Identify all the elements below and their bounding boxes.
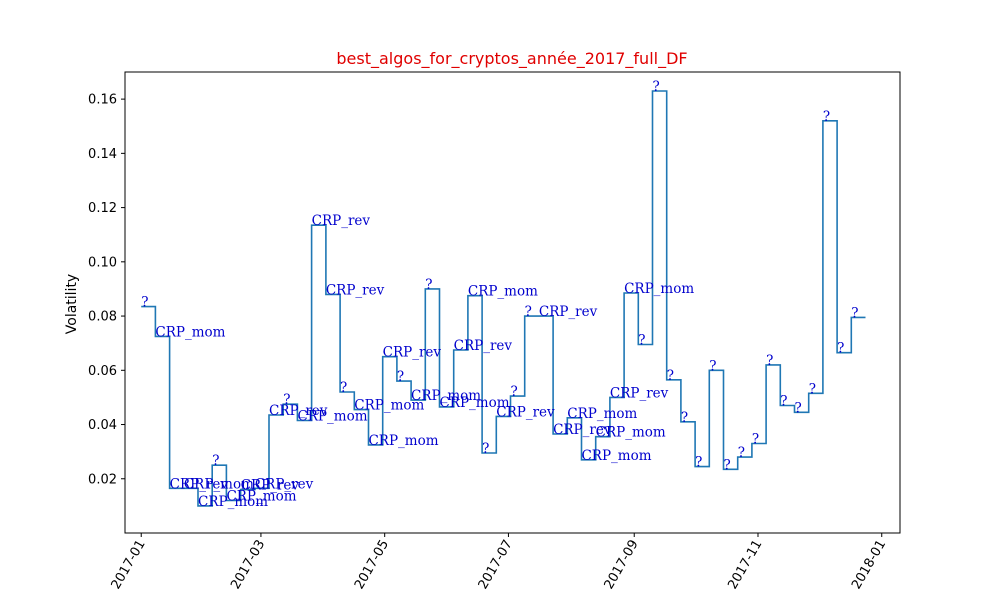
point-annotation: CRP_rev [496,404,555,420]
point-annotation: ? [397,369,404,385]
point-annotation: ? [752,432,759,448]
y-axis-label: Volatility [64,274,80,334]
y-tick-label: 0.04 [88,418,117,433]
point-annotation: ? [709,358,716,374]
point-annotation: CRP_rev [454,338,513,354]
y-tick-label: 0.12 [88,201,117,216]
point-annotation: ? [638,333,645,349]
point-annotation: CRP_mom [624,281,694,297]
point-annotation: CRP_mom [155,324,225,340]
chart-title: best_algos_for_cryptos_année_2017_full_D… [336,49,687,69]
point-annotation: CRP_mom [198,494,268,510]
series-line-group [141,90,866,507]
point-annotation: CRP_mom [184,476,254,492]
point-annotation: CRP_rev [539,304,598,320]
point-annotation: CRP_rev [312,213,371,229]
point-annotation: ? [809,381,816,397]
point-annotation: ? [482,441,489,457]
point-annotation: CRP_mom [439,395,509,411]
point-annotation: ? [425,277,432,293]
point-annotation: ? [652,79,659,95]
point-annotation: CRP_mom [297,408,367,424]
point-annotation: CRP_mom [567,406,637,422]
point-annotation: ? [695,455,702,471]
point-annotation: ? [823,109,830,125]
point-annotation: CRP_mom [411,388,481,404]
y-tick-label: 0.16 [88,93,117,108]
point-annotation: ? [510,384,517,400]
point-annotation: CRP_rev [170,476,229,492]
point-annotation: ? [212,453,219,469]
point-annotation: ? [525,304,532,320]
point-annotation: CRP_rev [241,478,300,494]
point-annotation: ? [851,305,858,321]
point-annotation: ? [795,400,802,416]
point-annotation: ? [780,394,787,410]
point-annotation: ? [283,392,290,408]
point-annotation: ? [681,410,688,426]
point-annotation: CRP_mom [581,448,651,464]
y-tick-label: 0.06 [88,364,117,379]
point-annotation: ? [837,341,844,357]
point-annotation: CRP_mom [596,425,666,441]
y-axis: 0.02 0.04 0.06 0.08 0.10 0.12 0.14 0.16 [88,93,125,487]
volatility-step-line [141,90,866,507]
y-tick-label: 0.08 [88,310,117,325]
point-annotation: CRP_mom [468,284,538,300]
point-annotation: CRP_rev [255,476,314,492]
point-annotation: CRP_rev [269,403,328,419]
point-annotation: CRP_mom [226,488,296,504]
y-tick-label: 0.02 [88,472,117,487]
plot-frame [124,71,901,534]
point-annotation: ? [723,457,730,473]
point-annotation: ? [340,380,347,396]
point-annotation: ? [141,295,148,311]
annotation-group: ?CRP_momCRP_revCRP_momCRP_mom?CRP_momCRP… [141,79,858,510]
y-tick-label: 0.14 [88,147,117,162]
point-annotation: ? [766,353,773,369]
point-annotation: ? [738,445,745,461]
point-annotation: CRP_rev [553,422,612,438]
point-annotation: ? [667,368,674,384]
point-annotation: CRP_mom [354,398,424,414]
point-annotation: CRP_rev [383,345,442,361]
point-annotation: CRP_rev [610,385,669,401]
point-annotation: CRP_rev [326,282,385,298]
y-tick-label: 0.10 [88,255,117,270]
point-annotation: CRP_mom [368,433,438,449]
